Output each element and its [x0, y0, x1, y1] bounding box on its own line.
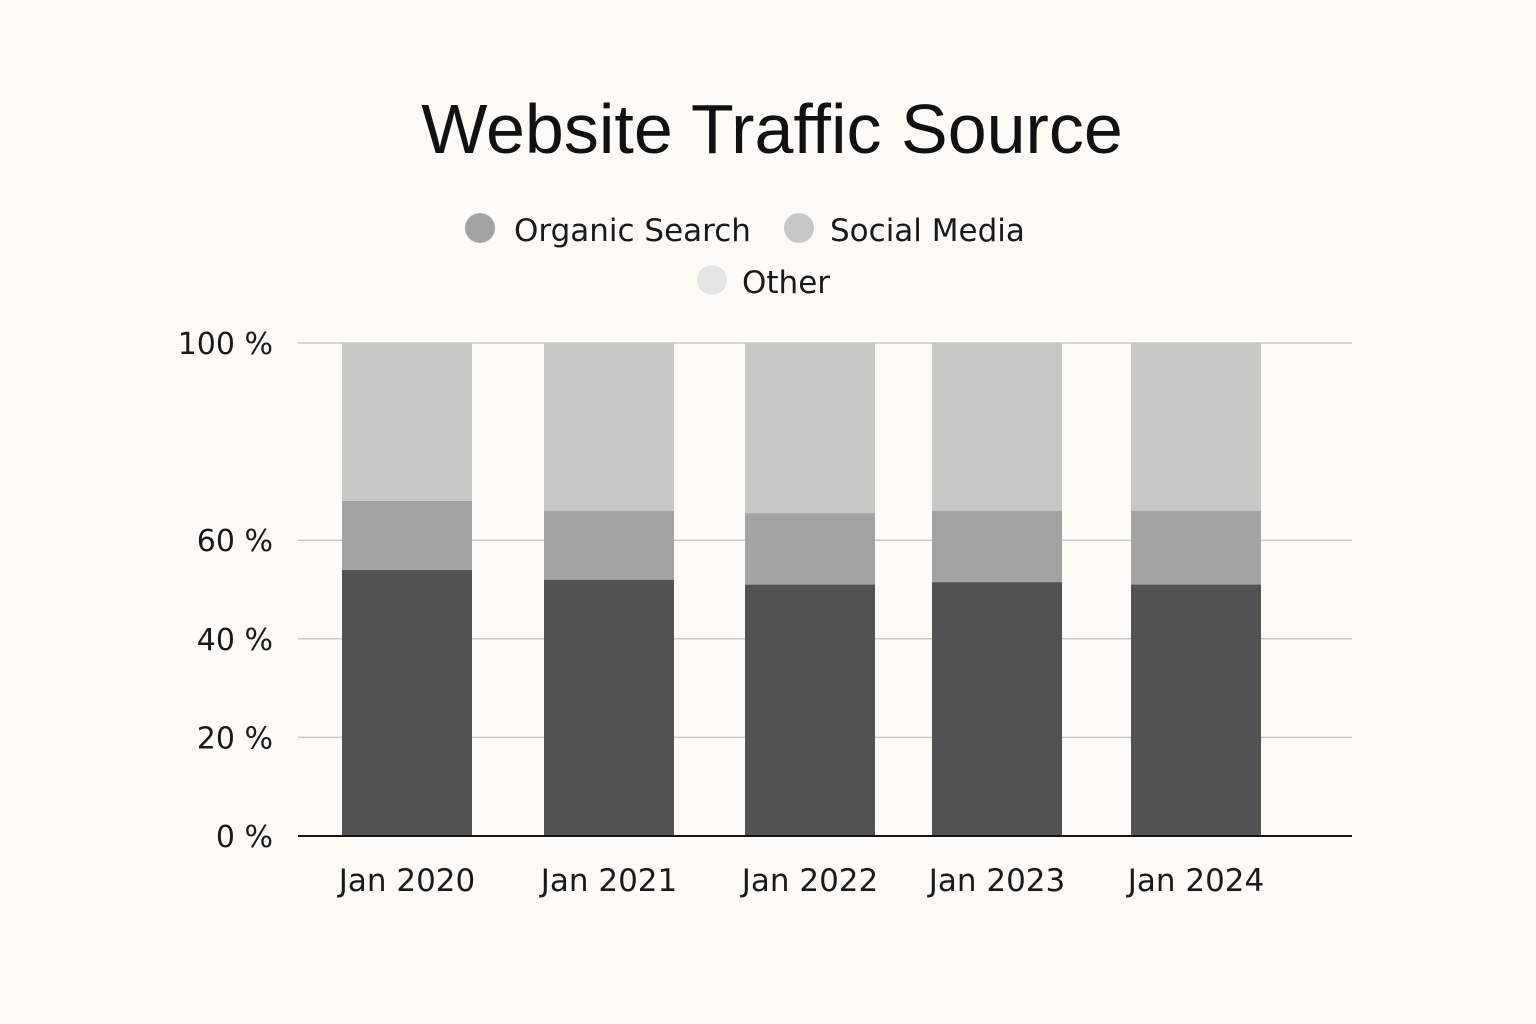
bar-organic-search-jan-2023: [932, 582, 1062, 836]
legend-swatch-other: [697, 265, 727, 295]
x-axis-tick-labels: Jan 2020 Jan 2021 Jan 2022 Jan 2023 Jan 2024: [337, 863, 1265, 899]
bar-social-media-jan-2020: [342, 500, 472, 570]
bar-social-media-jan-2023: [932, 510, 1062, 583]
y-tick-label-60: 60 %: [197, 524, 273, 559]
bar-other-jan-2023: [932, 343, 1062, 511]
bar-stacks: [342, 343, 1261, 836]
y-axis-tick-labels: 0 % 20 % 40 % 60 % 100 %: [178, 327, 273, 855]
bar-social-media-jan-2022: [745, 513, 875, 585]
bar-organic-search-jan-2024: [1131, 584, 1261, 836]
y-tick-label-20: 20 %: [197, 721, 273, 756]
bar-other-jan-2021: [544, 343, 674, 511]
legend: Organic Search Social Media Other: [465, 213, 1025, 301]
y-tick-label-0: 0 %: [216, 820, 273, 855]
bar-organic-search-jan-2022: [745, 584, 875, 836]
legend-label-social-media: Social Media: [830, 213, 1025, 249]
bar-organic-search-jan-2020: [342, 569, 472, 836]
x-tick-label-jan-2021: Jan 2021: [539, 863, 678, 899]
legend-swatch-organic-search: [465, 213, 495, 243]
legend-label-other: Other: [742, 265, 830, 301]
y-tick-label-100: 100 %: [178, 327, 273, 362]
legend-label-organic-search: Organic Search: [514, 213, 751, 249]
x-tick-label-jan-2020: Jan 2020: [337, 863, 476, 899]
x-tick-label-jan-2022: Jan 2022: [740, 863, 879, 899]
bar-organic-search-jan-2021: [544, 579, 674, 836]
x-tick-label-jan-2024: Jan 2024: [1126, 863, 1265, 899]
y-tick-label-40: 40 %: [197, 623, 273, 658]
legend-swatch-social-media: [784, 213, 814, 243]
x-tick-label-jan-2023: Jan 2023: [927, 863, 1066, 899]
bar-other-jan-2024: [1131, 343, 1261, 511]
bar-social-media-jan-2021: [544, 510, 674, 580]
bar-social-media-jan-2024: [1131, 510, 1261, 585]
bar-other-jan-2022: [745, 343, 875, 514]
bar-other-jan-2020: [342, 343, 472, 501]
chart-title: Website Traffic Source: [421, 90, 1123, 168]
